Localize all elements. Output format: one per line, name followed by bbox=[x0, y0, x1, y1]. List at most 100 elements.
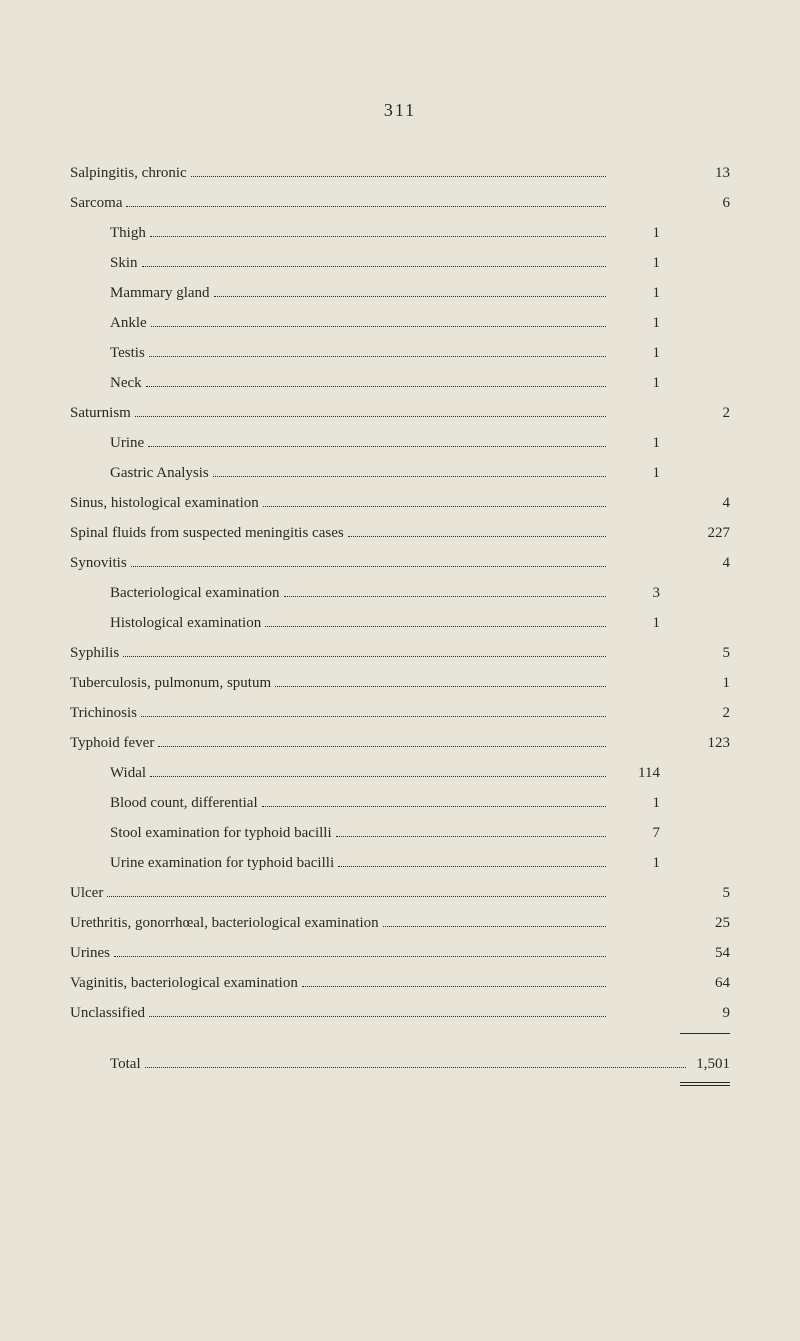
entry-row: Sinus, histological examination 4 bbox=[70, 491, 730, 515]
entry-label: Urines bbox=[70, 941, 110, 965]
total-rule-top bbox=[680, 1033, 730, 1034]
entry-row: Salpingitis, chronic 13 bbox=[70, 161, 730, 185]
entry-row: Urines 54 bbox=[70, 941, 730, 965]
entry-row: Widal114 bbox=[70, 761, 730, 785]
entry-sub-value: 1 bbox=[610, 431, 690, 455]
entry-main-value: 6 bbox=[690, 191, 730, 215]
entry-sub-value: 1 bbox=[610, 341, 690, 365]
entry-sub-value: 1 bbox=[610, 311, 690, 335]
dot-leader bbox=[148, 446, 606, 447]
entry-label: Urethritis, gonorrhœal, bacteriological … bbox=[70, 911, 379, 935]
dot-leader bbox=[150, 236, 606, 237]
entry-row: Saturnism 2 bbox=[70, 401, 730, 425]
dot-leader bbox=[275, 686, 606, 687]
entry-row: Urine examination for typhoid bacilli 1 bbox=[70, 851, 730, 875]
entry-row: Unclassified 9 bbox=[70, 1001, 730, 1025]
entry-main-value: 227 bbox=[690, 521, 730, 545]
entry-label: Ulcer bbox=[70, 881, 103, 905]
entry-row: Vaginitis, bacteriological examination 64 bbox=[70, 971, 730, 995]
entry-label: Widal bbox=[70, 761, 146, 785]
entry-label: Salpingitis, chronic bbox=[70, 161, 187, 185]
dot-leader bbox=[348, 536, 606, 537]
entry-main-value: 13 bbox=[690, 161, 730, 185]
entry-row: Spinal fluids from suspected meningitis … bbox=[70, 521, 730, 545]
entry-row: Urethritis, gonorrhœal, bacteriological … bbox=[70, 911, 730, 935]
total-value: 1,501 bbox=[690, 1052, 730, 1076]
entry-sub-value: 3 bbox=[610, 581, 690, 605]
entry-label: Vaginitis, bacteriological examination bbox=[70, 971, 298, 995]
dot-leader bbox=[383, 926, 606, 927]
dot-leader bbox=[149, 1016, 606, 1017]
dot-leader bbox=[150, 776, 606, 777]
dot-leader bbox=[262, 806, 606, 807]
entry-main-value: 4 bbox=[690, 551, 730, 575]
entry-row: Skin 1 bbox=[70, 251, 730, 275]
entry-main-value: 9 bbox=[690, 1001, 730, 1025]
dot-leader bbox=[135, 416, 606, 417]
total-rule-bottom bbox=[680, 1082, 730, 1086]
entry-label: Gastric Analysis bbox=[70, 461, 209, 485]
entry-main-value: 54 bbox=[690, 941, 730, 965]
entry-row: Sarcoma 6 bbox=[70, 191, 730, 215]
entry-label: Unclassified bbox=[70, 1001, 145, 1025]
dot-leader bbox=[263, 506, 606, 507]
entry-main-value: 4 bbox=[690, 491, 730, 515]
dot-leader bbox=[145, 1067, 686, 1068]
entries-list: Salpingitis, chronic13Sarcoma6Thigh1Skin… bbox=[70, 161, 730, 1025]
entry-label: Sarcoma bbox=[70, 191, 122, 215]
dot-leader bbox=[149, 356, 606, 357]
entry-row: Synovitis 4 bbox=[70, 551, 730, 575]
entry-main-value: 2 bbox=[690, 701, 730, 725]
dot-leader bbox=[265, 626, 606, 627]
entry-label: Blood count, differential bbox=[70, 791, 258, 815]
entry-row: Typhoid fever 123 bbox=[70, 731, 730, 755]
entry-sub-value: 1 bbox=[610, 371, 690, 395]
entry-label: Thigh bbox=[70, 221, 146, 245]
entry-main-value: 2 bbox=[690, 401, 730, 425]
entry-label: Typhoid fever bbox=[70, 731, 154, 755]
entry-row: Histological examination1 bbox=[70, 611, 730, 635]
dot-leader bbox=[131, 566, 606, 567]
entry-row: Testis 1 bbox=[70, 341, 730, 365]
entry-label: Skin bbox=[70, 251, 138, 275]
entry-label: Urine examination for typhoid bacilli bbox=[70, 851, 334, 875]
entry-label: Bacteriological examination bbox=[70, 581, 280, 605]
entry-sub-value: 1 bbox=[610, 791, 690, 815]
entry-row: Urine1 bbox=[70, 431, 730, 455]
entry-label: Mammary gland bbox=[70, 281, 210, 305]
entry-label: Histological examination bbox=[70, 611, 261, 635]
dot-leader bbox=[114, 956, 606, 957]
document-page: 311 Salpingitis, chronic13Sarcoma6Thigh1… bbox=[0, 0, 800, 1341]
entry-label: Saturnism bbox=[70, 401, 131, 425]
entry-sub-value: 1 bbox=[610, 281, 690, 305]
dot-leader bbox=[142, 266, 606, 267]
dot-leader bbox=[146, 386, 606, 387]
dot-leader bbox=[336, 836, 606, 837]
entry-sub-value: 1 bbox=[610, 251, 690, 275]
total-label: Total bbox=[70, 1052, 141, 1076]
entry-sub-value: 1 bbox=[610, 461, 690, 485]
entry-row: Ankle1 bbox=[70, 311, 730, 335]
entry-row: Syphilis5 bbox=[70, 641, 730, 665]
entry-label: Synovitis bbox=[70, 551, 127, 575]
entry-sub-value: 7 bbox=[610, 821, 690, 845]
page-number: 311 bbox=[70, 100, 730, 121]
entry-main-value: 5 bbox=[690, 881, 730, 905]
entry-label: Syphilis bbox=[70, 641, 119, 665]
entry-main-value: 64 bbox=[690, 971, 730, 995]
entry-label: Sinus, histological examination bbox=[70, 491, 259, 515]
dot-leader bbox=[151, 326, 606, 327]
entry-label: Trichinosis bbox=[70, 701, 137, 725]
dot-leader bbox=[284, 596, 606, 597]
dot-leader bbox=[214, 296, 606, 297]
entry-label: Testis bbox=[70, 341, 145, 365]
entry-label: Neck bbox=[70, 371, 142, 395]
entry-main-value: 123 bbox=[690, 731, 730, 755]
total-row: Total 1,501 bbox=[70, 1052, 730, 1076]
dot-leader bbox=[191, 176, 606, 177]
entry-row: Blood count, differential 1 bbox=[70, 791, 730, 815]
entry-row: Tuberculosis, pulmonum, sputum1 bbox=[70, 671, 730, 695]
entry-sub-value: 1 bbox=[610, 221, 690, 245]
entry-sub-value: 1 bbox=[610, 851, 690, 875]
entry-row: Neck 1 bbox=[70, 371, 730, 395]
